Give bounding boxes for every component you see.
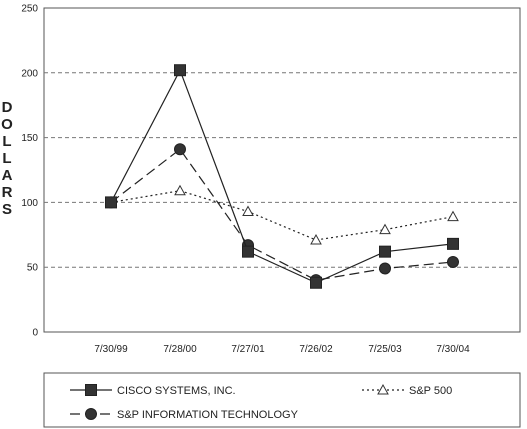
x-axis-ticks: 7/30/99 7/28/00 7/27/01 7/26/02 7/25/03 7/30/… <box>94 344 470 355</box>
data-point <box>242 205 254 216</box>
data-point <box>379 262 391 275</box>
y-tick-label: 50 <box>27 263 39 274</box>
legend-marker <box>377 383 389 395</box>
data-point <box>174 64 186 77</box>
y-tick-label: 200 <box>21 68 38 79</box>
y-axis-label-letter: R <box>2 184 13 201</box>
data-point <box>105 196 117 209</box>
legend-box <box>43 372 521 428</box>
data-point <box>174 184 186 196</box>
data-point <box>447 210 459 222</box>
x-tick-label: 7/25/03 <box>368 344 402 355</box>
data-point <box>310 233 322 245</box>
legend-marker <box>85 408 97 420</box>
legend-entry: S&P INFORMATION TECHNOLOGY <box>70 408 299 421</box>
data-point <box>174 143 186 156</box>
series-sp500 <box>105 184 459 245</box>
y-tick-label: 0 <box>32 328 38 339</box>
y-tick-label: 250 <box>21 4 38 15</box>
x-tick-label: 7/28/00 <box>163 344 197 355</box>
series-line <box>110 148 454 281</box>
data-point <box>379 223 391 235</box>
y-tick-label: 100 <box>21 198 38 209</box>
series-group <box>105 64 459 289</box>
series-line <box>110 68 454 284</box>
y-tick-label: 150 <box>21 133 38 144</box>
legend-entry: CISCO SYSTEMS, INC. <box>70 384 236 397</box>
plot-area <box>43 7 521 333</box>
data-point <box>242 245 254 258</box>
y-axis-label-letter: A <box>2 167 13 184</box>
series-line <box>110 190 454 241</box>
y-axis-label-letter: O <box>1 116 13 133</box>
x-tick-label: 7/30/04 <box>436 344 470 355</box>
x-tick-label: 7/30/99 <box>94 344 128 355</box>
y-axis-ticks: 0 50 100 150 200 250 <box>21 4 38 339</box>
legend: CISCO SYSTEMS, INC. S&P 500 S&P INFORMATIO… <box>70 383 452 421</box>
y-axis-label-letter: L <box>2 133 11 150</box>
legend-marker <box>85 384 97 396</box>
legend-label: S&P 500 <box>409 385 452 397</box>
legend-label: S&P INFORMATION TECHNOLOGY <box>117 409 299 421</box>
x-tick-label: 7/26/02 <box>299 344 333 355</box>
data-point <box>447 237 459 250</box>
legend-label: CISCO SYSTEMS, INC. <box>117 385 236 397</box>
y-axis-label-letter: S <box>2 201 12 218</box>
data-point <box>310 276 322 289</box>
series-sp-it <box>105 143 459 287</box>
y-axis-label-letter: L <box>2 150 11 167</box>
series-cisco <box>105 64 459 289</box>
legend-entry: S&P 500 <box>362 383 452 397</box>
data-point <box>447 256 459 269</box>
x-tick-label: 7/27/01 <box>231 344 265 355</box>
y-axis-label-letter: D <box>2 99 13 116</box>
data-point <box>379 245 391 258</box>
